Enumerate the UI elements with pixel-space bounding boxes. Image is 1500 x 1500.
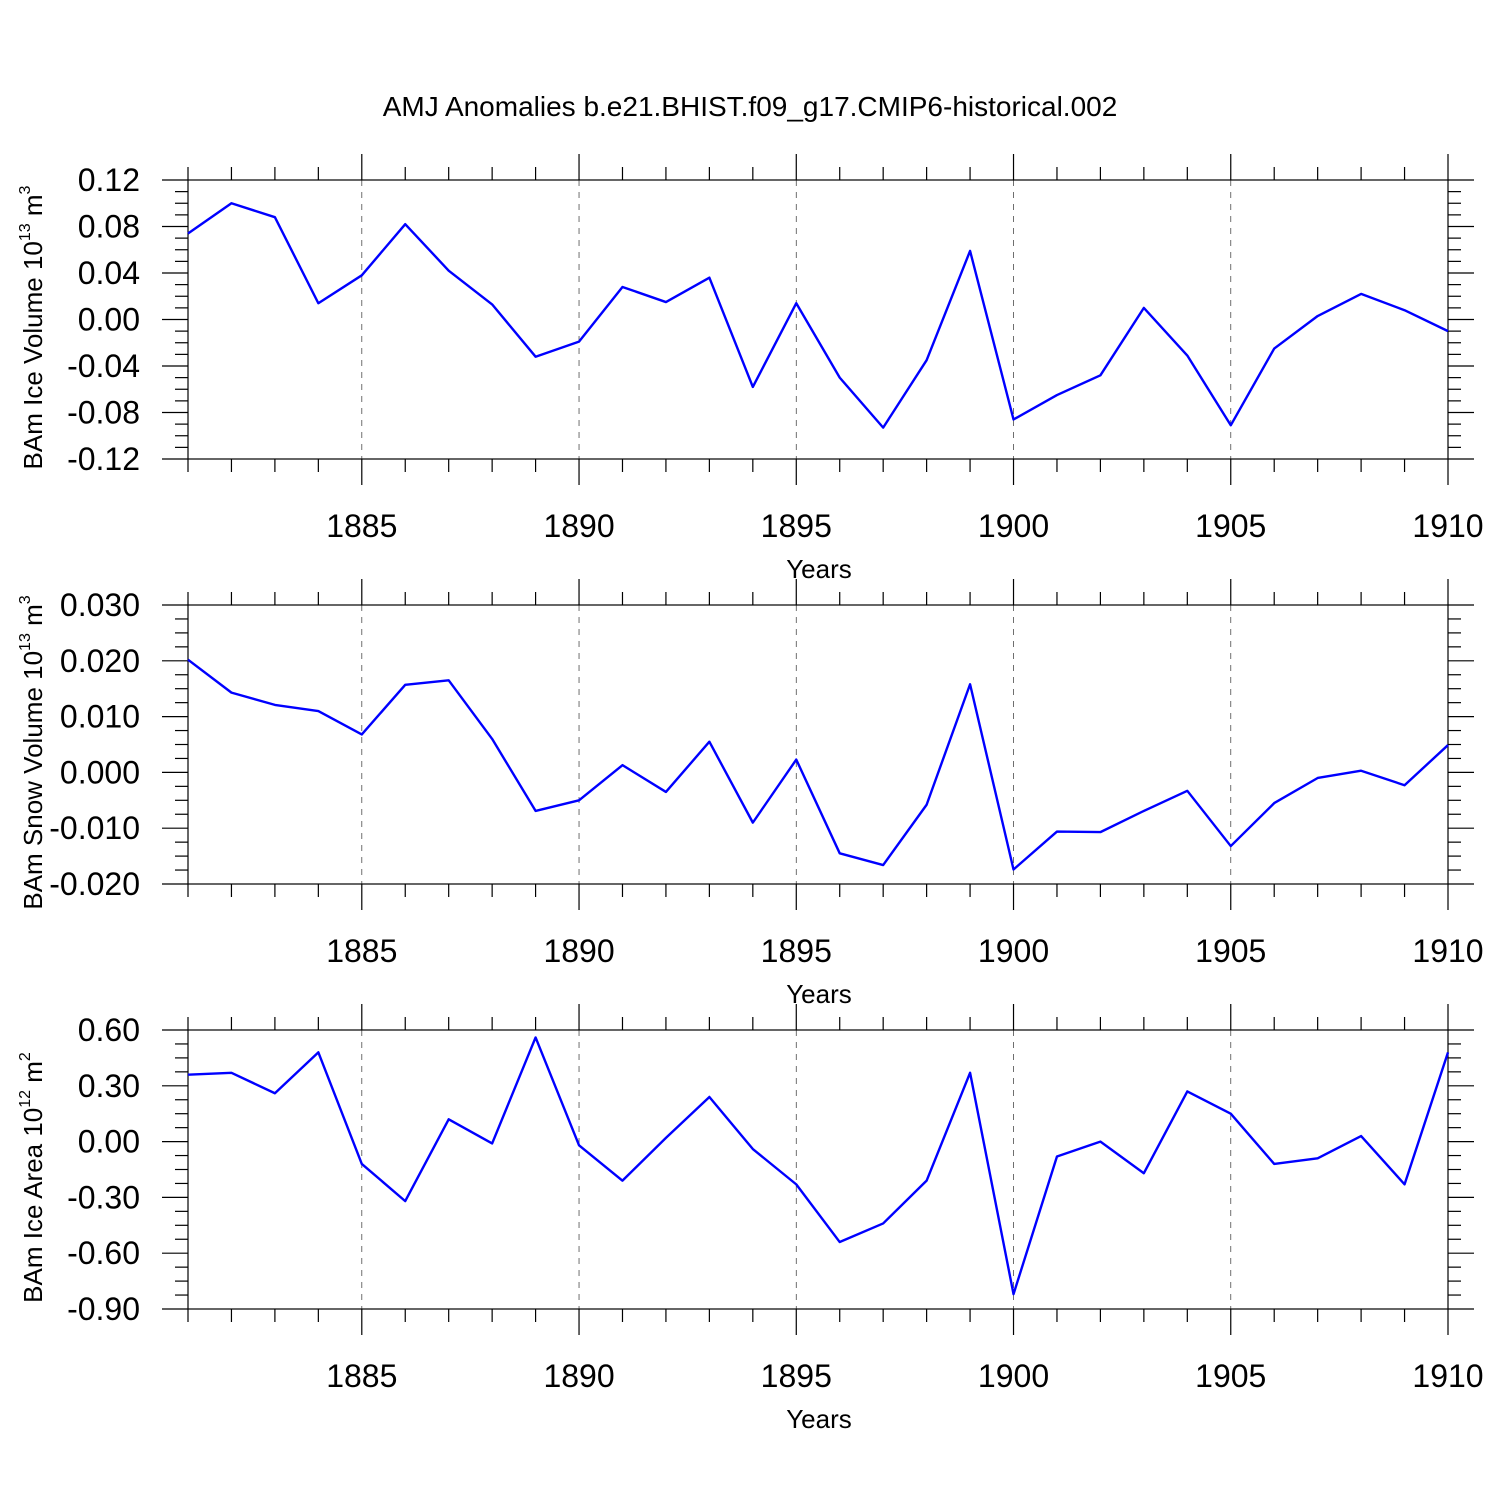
y-axis-label-unit: m [18,1061,48,1090]
y-tick-label: 0.00 [78,1124,140,1160]
y-tick-label: 0.020 [60,643,140,679]
x-tick-label: 1885 [326,1358,397,1394]
x-axis-label: Years [786,979,852,1009]
x-tick-label: 1890 [543,933,614,969]
x-tick-label: 1890 [543,508,614,544]
x-tick-label: 1910 [1412,933,1483,969]
y-axis-label: BAm Ice Area 1012 m2 [17,1052,48,1303]
y-tick-label: 0.010 [60,699,140,735]
y-axis-label-exponent: 13 [17,223,34,241]
y-tick-label: -0.90 [67,1291,140,1327]
series-line-ice-volume [187,202,1449,429]
x-tick-label: 1895 [761,933,832,969]
y-tick-label: -0.08 [67,395,140,431]
panel-ice-area: 1885 1890 1895 1900 1905 1910 -0.90 -0.60 -0.30 0… [17,1004,1484,1434]
x-tick-label: 1885 [326,508,397,544]
panel-ice-volume: 1885 1890 1895 1900 1905 1910 -0.12 -0.08 -0.04 0… [17,154,1484,584]
y-tick-label: 0.08 [78,209,140,245]
x-tick-label: 1900 [978,1358,1049,1394]
panel-snow-volume: 1885 1890 1895 1900 1905 1910 -0.020 -0.010 0.00… [17,579,1484,1009]
y-tick-label: -0.04 [67,348,140,384]
y-axis-label-unit: m [18,604,48,633]
x-axis-label: Years [786,1404,852,1434]
y-tick-label: 0.04 [78,255,140,291]
y-tick-label: 0.000 [60,754,140,790]
y-tick-label: -0.12 [67,441,140,477]
panels: 1885 1890 1895 1900 1905 1910 -0.12 -0.08 -0.04 0… [17,154,1484,1434]
y-tick-label: -0.30 [67,1179,140,1215]
y-axis-label-prefix: BAm Ice Volume 10 [18,241,48,469]
x-tick-label: 1910 [1412,1358,1483,1394]
x-tick-label: 1900 [978,508,1049,544]
x-tick-label: 1905 [1195,933,1266,969]
y-tick-label: 0.00 [78,302,140,338]
x-tick-label: 1890 [543,1358,614,1394]
series-line-ice-area [187,1036,1450,1296]
x-tick-label: 1910 [1412,508,1483,544]
series-line-snow-volume [187,658,1449,871]
y-tick-label: 0.12 [78,162,140,198]
x-tick-label: 1895 [761,1358,832,1394]
y-axis-label-unit: m [18,194,48,223]
y-axis-label-prefix: BAm Snow Volume 10 [18,651,48,910]
y-tick-label: -0.020 [49,866,140,902]
y-axis-label-unit-exponent: 2 [17,1052,34,1061]
y-tick-label: -0.60 [67,1235,140,1271]
y-axis-label-exponent: 12 [17,1090,34,1108]
x-tick-label: 1885 [326,933,397,969]
y-axis-label-unit-exponent: 3 [17,185,34,194]
y-axis-label: BAm Snow Volume 1013 m3 [17,595,48,909]
x-axis-label: Years [786,554,852,584]
x-tick-label: 1905 [1195,508,1266,544]
x-tick-label: 1905 [1195,1358,1266,1394]
x-tick-label: 1895 [761,508,832,544]
y-axis-label: BAm Ice Volume 1013 m3 [17,185,48,469]
y-tick-label: 0.030 [60,587,140,623]
chart-title: AMJ Anomalies b.e21.BHIST.f09_g17.CMIP6-… [383,91,1118,122]
y-axis-label-prefix: BAm Ice Area 10 [18,1108,48,1303]
y-tick-label: -0.010 [49,810,140,846]
y-tick-label: 0.60 [78,1012,140,1048]
x-tick-label: 1900 [978,933,1049,969]
y-axis-label-unit-exponent: 3 [17,595,34,604]
y-axis-label-exponent: 13 [17,633,34,651]
y-tick-label: 0.30 [78,1068,140,1104]
